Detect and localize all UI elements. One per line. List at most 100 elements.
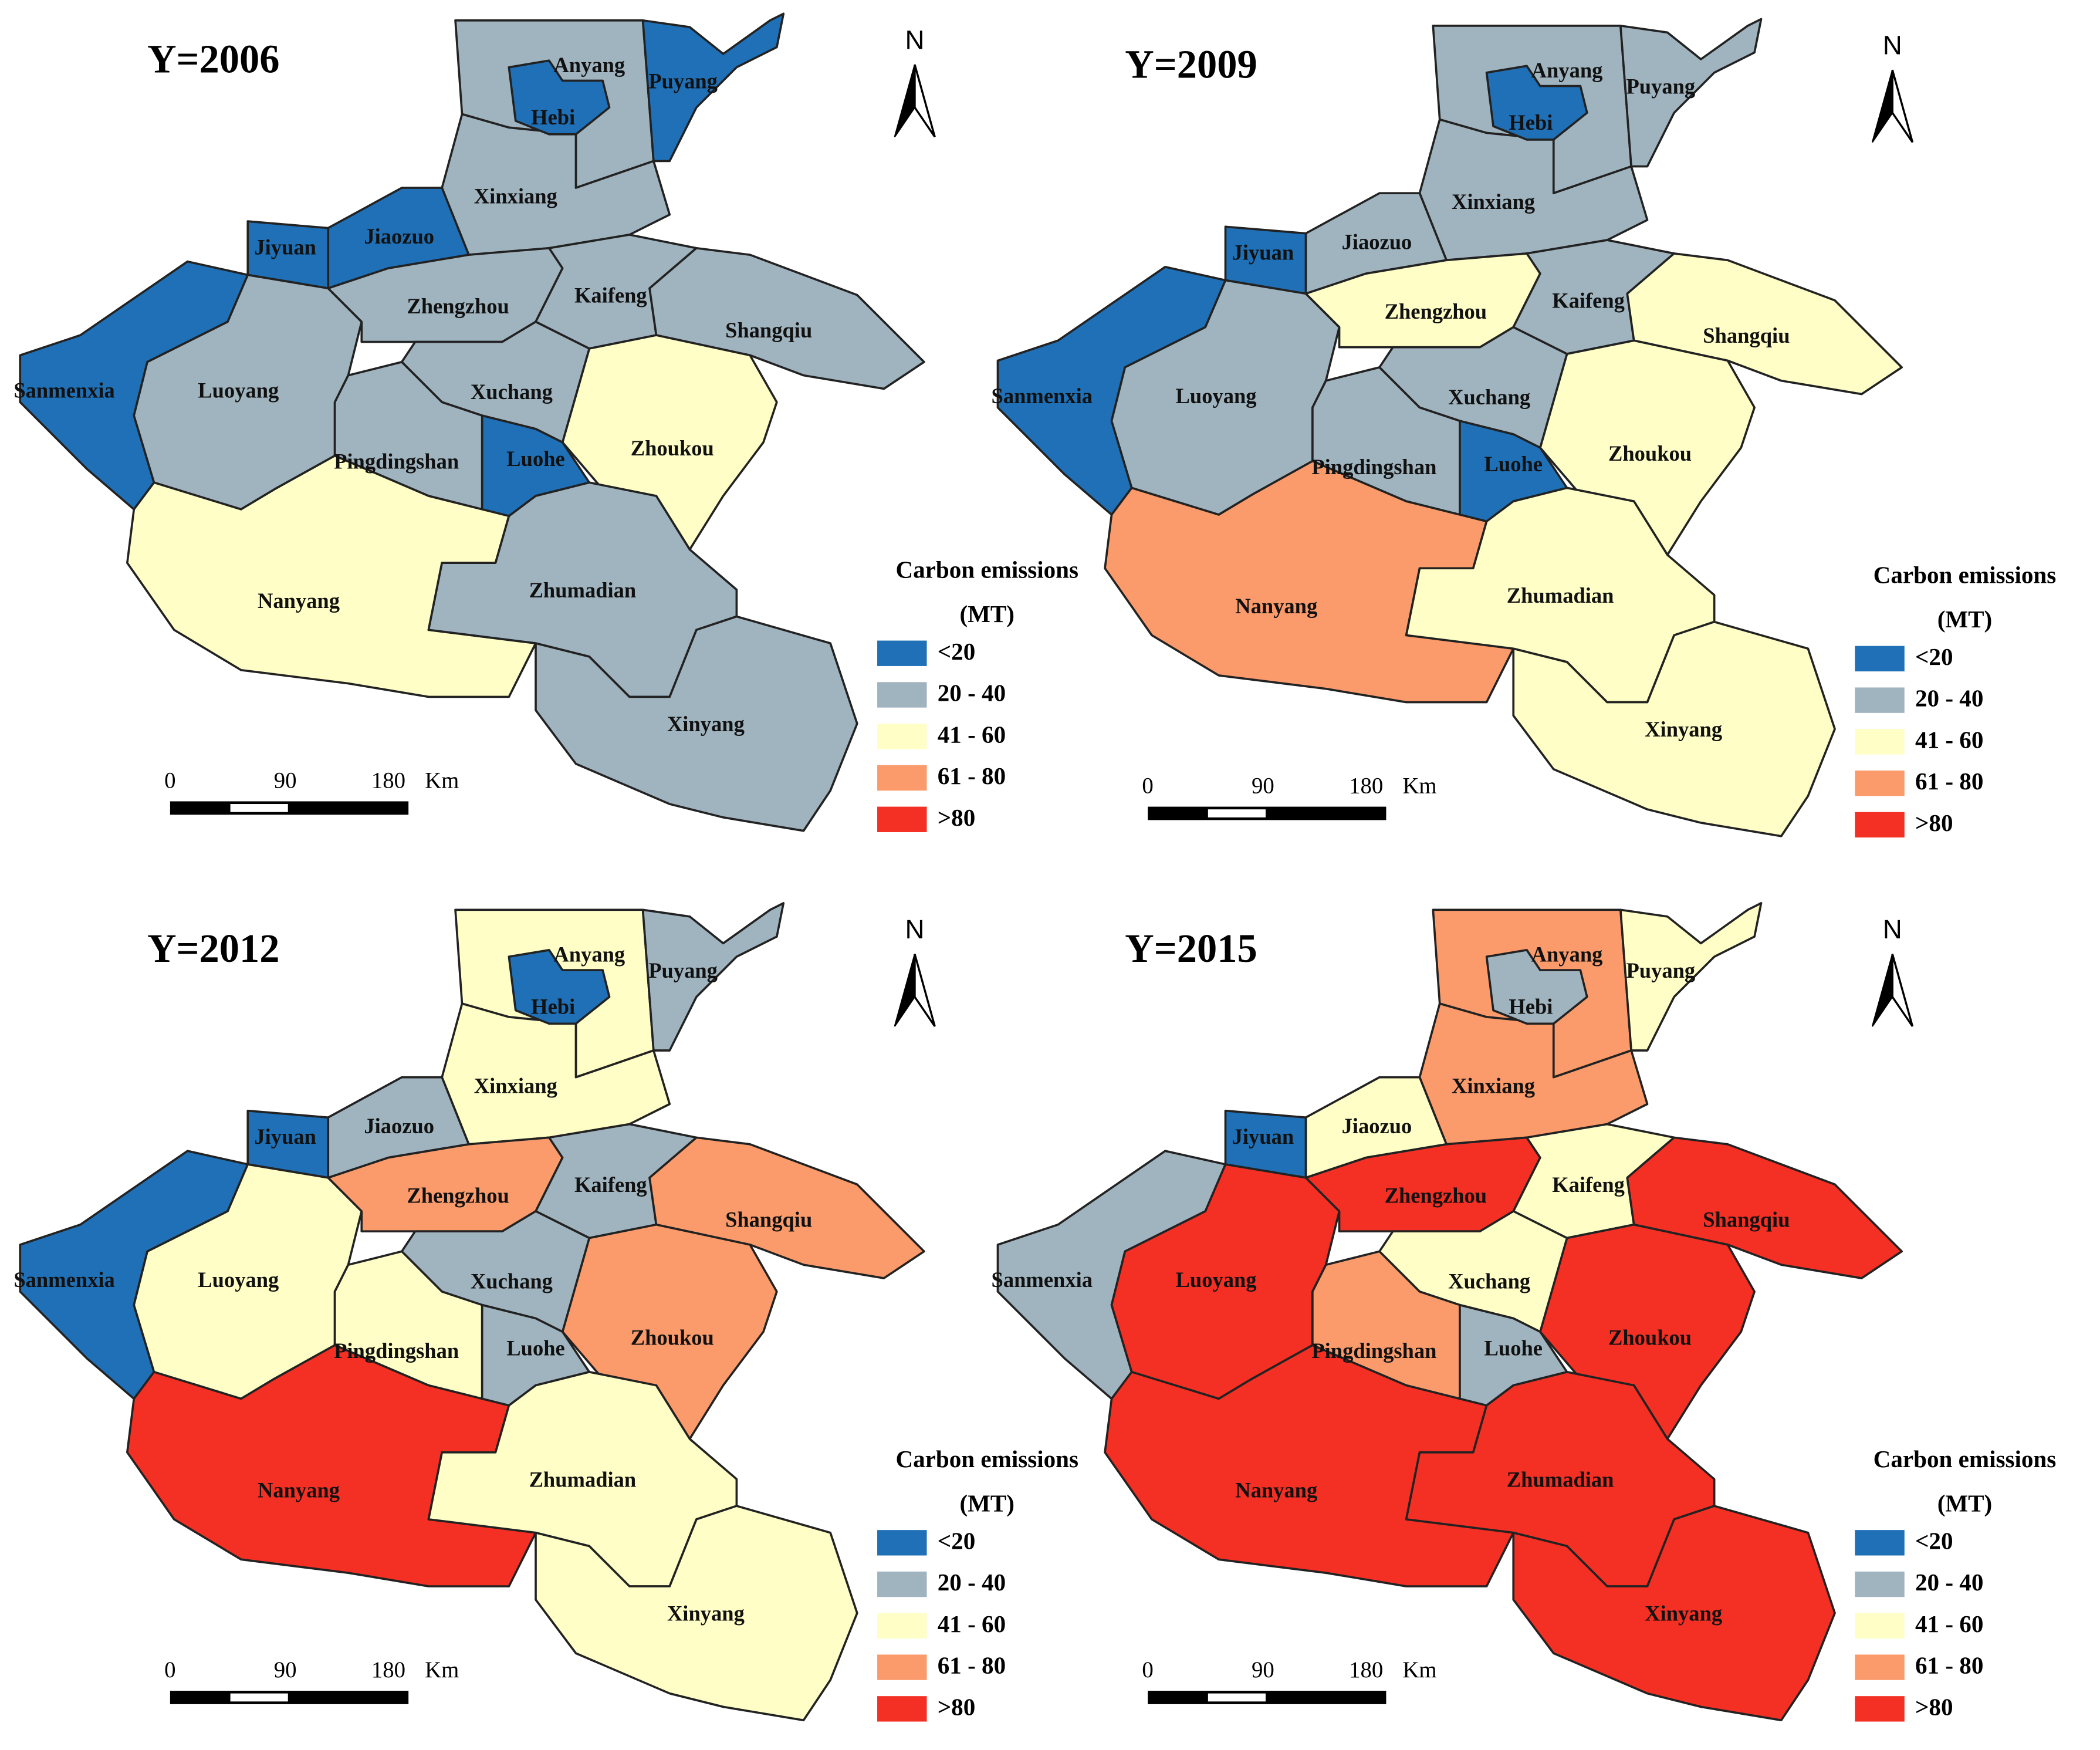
region-label: Luoyang bbox=[1176, 1268, 1257, 1292]
scale-label: 180 bbox=[371, 768, 405, 793]
region bbox=[561, 1223, 778, 1440]
region-label: Xinyang bbox=[667, 712, 745, 736]
region-label: Sanmenxia bbox=[13, 379, 114, 403]
north-arrow bbox=[1871, 954, 1893, 1027]
region-label: Luohe bbox=[1484, 1336, 1543, 1360]
legend-label: <20 bbox=[938, 1527, 976, 1554]
scale-label: 90 bbox=[274, 768, 297, 793]
legend-title: Carbon emissions bbox=[895, 556, 1078, 583]
legend-unit: (MT) bbox=[959, 1489, 1015, 1516]
legend-swatch bbox=[877, 806, 927, 832]
legend-swatch bbox=[877, 1571, 927, 1597]
region-label: Anyang bbox=[1531, 58, 1603, 82]
legend-swatch bbox=[877, 724, 927, 749]
region-label: Kaifeng bbox=[1552, 1173, 1625, 1197]
region bbox=[1512, 620, 1836, 837]
region-label: Hebi bbox=[531, 995, 575, 1019]
scale-label: 0 bbox=[164, 768, 175, 793]
region-label: Luohe bbox=[506, 1336, 564, 1360]
region-label: Jiaozuo bbox=[1342, 1114, 1412, 1138]
legend-swatch bbox=[877, 1654, 927, 1680]
legend-swatch bbox=[877, 1613, 927, 1639]
scale-label: 180 bbox=[371, 1657, 405, 1683]
region-label: Xuchang bbox=[471, 380, 553, 404]
region-label: Zhoukou bbox=[631, 436, 714, 460]
legend-swatch bbox=[877, 640, 927, 666]
region-label: Luoyang bbox=[198, 379, 279, 403]
legend-label: 61 - 80 bbox=[1915, 768, 1983, 795]
region-label: Xinyang bbox=[1645, 717, 1722, 741]
scale-label: 0 bbox=[1142, 773, 1153, 799]
map-title: Y=2009 bbox=[1125, 42, 1257, 87]
legend-swatch bbox=[1855, 1654, 1905, 1680]
legend-swatch bbox=[1855, 646, 1905, 672]
region-label: Anyang bbox=[553, 53, 625, 77]
north-label: N bbox=[1883, 914, 1902, 944]
legend-swatch bbox=[1855, 729, 1905, 755]
north-arrow bbox=[1891, 69, 1914, 143]
legend-label: 20 - 40 bbox=[938, 1569, 1006, 1596]
north-arrow bbox=[914, 64, 936, 138]
scale-bar bbox=[170, 801, 409, 815]
legend-label: 41 - 60 bbox=[1915, 1610, 1983, 1637]
region-label: Zhengzhou bbox=[1385, 299, 1487, 323]
legend-label: 61 - 80 bbox=[938, 1652, 1006, 1679]
legend-swatch bbox=[1855, 1613, 1905, 1639]
region-label: Xinyang bbox=[667, 1602, 745, 1626]
region bbox=[1485, 948, 1588, 1025]
region-label: Hebi bbox=[531, 105, 575, 129]
legend-label: >80 bbox=[938, 804, 976, 831]
legend-label: <20 bbox=[1915, 1527, 1953, 1554]
region bbox=[1619, 18, 1763, 168]
north-label: N bbox=[905, 914, 924, 944]
legend-label: 20 - 40 bbox=[1915, 1569, 1983, 1596]
scale-unit: Km bbox=[1402, 773, 1436, 799]
region bbox=[535, 1505, 858, 1722]
region-label: Jiyuan bbox=[254, 1124, 316, 1148]
region-label: Xinxiang bbox=[1452, 190, 1535, 214]
region-label: Sanmenxia bbox=[992, 384, 1093, 408]
region-label: Nanyang bbox=[258, 589, 340, 613]
region-label: Kaifeng bbox=[574, 283, 647, 308]
region-label: Shangqiu bbox=[725, 1208, 812, 1232]
scale-bar bbox=[230, 804, 288, 812]
scale-unit: Km bbox=[1402, 1657, 1436, 1683]
legend-swatch bbox=[1855, 812, 1905, 838]
map-panel: Anyang Hebi Puyang Xinxiang Jiaozuo Jiyuan San… bbox=[13, 902, 1078, 1722]
region-label: Nanyang bbox=[258, 1478, 340, 1502]
legend-swatch bbox=[1855, 770, 1905, 796]
north-arrow bbox=[894, 64, 916, 137]
region bbox=[641, 12, 785, 163]
region-label: Sanmenxia bbox=[992, 1268, 1093, 1292]
scale-label: 180 bbox=[1349, 773, 1383, 799]
legend-label: 20 - 40 bbox=[938, 680, 1006, 707]
region-label: Jiaozuo bbox=[364, 1114, 434, 1138]
legend-unit: (MT) bbox=[1937, 606, 1993, 633]
region-label: Zhoukou bbox=[631, 1325, 714, 1349]
region-label: Luoyang bbox=[198, 1268, 279, 1292]
north-arrow bbox=[914, 954, 936, 1027]
region-label: Kaifeng bbox=[574, 1173, 647, 1197]
map-panel: Anyang Hebi Puyang Xinxiang Jiaozuo Jiyuan San… bbox=[992, 18, 2056, 838]
region-label: Pingdingshan bbox=[1311, 1339, 1436, 1363]
scale-bar bbox=[1148, 806, 1387, 820]
legend-label: >80 bbox=[1915, 809, 1953, 836]
north-label: N bbox=[905, 25, 924, 55]
legend-swatch bbox=[1855, 1696, 1905, 1722]
region-label: Zhengzhou bbox=[407, 1183, 509, 1207]
region-label: Puyang bbox=[648, 69, 718, 93]
region-label: Pingdingshan bbox=[334, 450, 459, 474]
scale-label: 90 bbox=[1252, 773, 1274, 799]
region-label: Jiyuan bbox=[1232, 241, 1294, 265]
region-label: Shangqiu bbox=[1703, 1208, 1790, 1232]
region-label: Xuchang bbox=[1448, 385, 1530, 409]
north-arrow bbox=[1891, 954, 1914, 1027]
region bbox=[1485, 65, 1588, 141]
region-label: Xinxiang bbox=[474, 1073, 557, 1097]
legend-label: 41 - 60 bbox=[938, 721, 1006, 748]
region-label: Zhoukou bbox=[1608, 441, 1692, 465]
region-label: Anyang bbox=[553, 942, 625, 967]
legend-unit: (MT) bbox=[959, 600, 1015, 627]
legend-swatch bbox=[1855, 1571, 1905, 1597]
map-panel: Anyang Hebi Puyang Xinxiang Jiaozuo Jiyuan San… bbox=[13, 12, 1078, 832]
